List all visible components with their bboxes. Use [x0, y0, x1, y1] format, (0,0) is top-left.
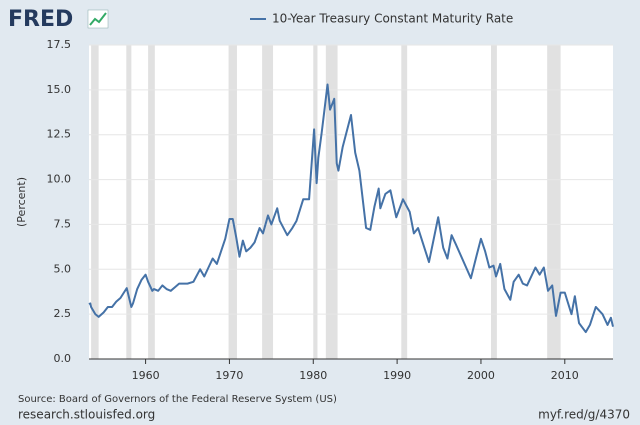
recession-band — [491, 45, 497, 359]
x-tick-label: 1980 — [299, 369, 327, 382]
recession-band — [262, 45, 274, 359]
y-axis-label: (Percent) — [15, 177, 28, 227]
recession-band — [228, 45, 237, 359]
plot-area — [89, 45, 613, 359]
recession-band — [126, 45, 132, 359]
y-tick-label: 17.5 — [47, 38, 72, 51]
legend-label: 10-Year Treasury Constant Maturity Rate — [272, 12, 513, 26]
recession-band — [313, 45, 318, 359]
y-tick-label: 0.0 — [54, 352, 72, 365]
y-tick-label: 12.5 — [47, 128, 72, 141]
footer-right: myf.red/g/4370 — [538, 408, 630, 422]
y-tick-label: 10.0 — [47, 173, 72, 186]
x-tick-label: 2000 — [467, 369, 495, 382]
recession-band — [325, 45, 338, 359]
y-tick-label: 7.5 — [54, 217, 72, 230]
recession-band — [91, 45, 99, 359]
logo-icon — [87, 9, 109, 29]
recession-band — [148, 45, 155, 359]
x-tick-label: 1990 — [383, 369, 411, 382]
x-tick-label: 2010 — [551, 369, 579, 382]
x-tick-label: 1960 — [132, 369, 160, 382]
y-tick-label: 5.0 — [54, 262, 72, 275]
footer-left: research.stlouisfed.org — [18, 408, 155, 422]
logo: FRED — [8, 7, 73, 32]
x-tick-label: 1970 — [215, 369, 243, 382]
data-line — [88, 83, 614, 334]
y-tick-label: 15.0 — [47, 83, 72, 96]
y-tick-label: 2.5 — [54, 307, 72, 320]
source: Source: Board of Governors of the Federa… — [18, 394, 337, 405]
recession-band — [547, 45, 561, 359]
